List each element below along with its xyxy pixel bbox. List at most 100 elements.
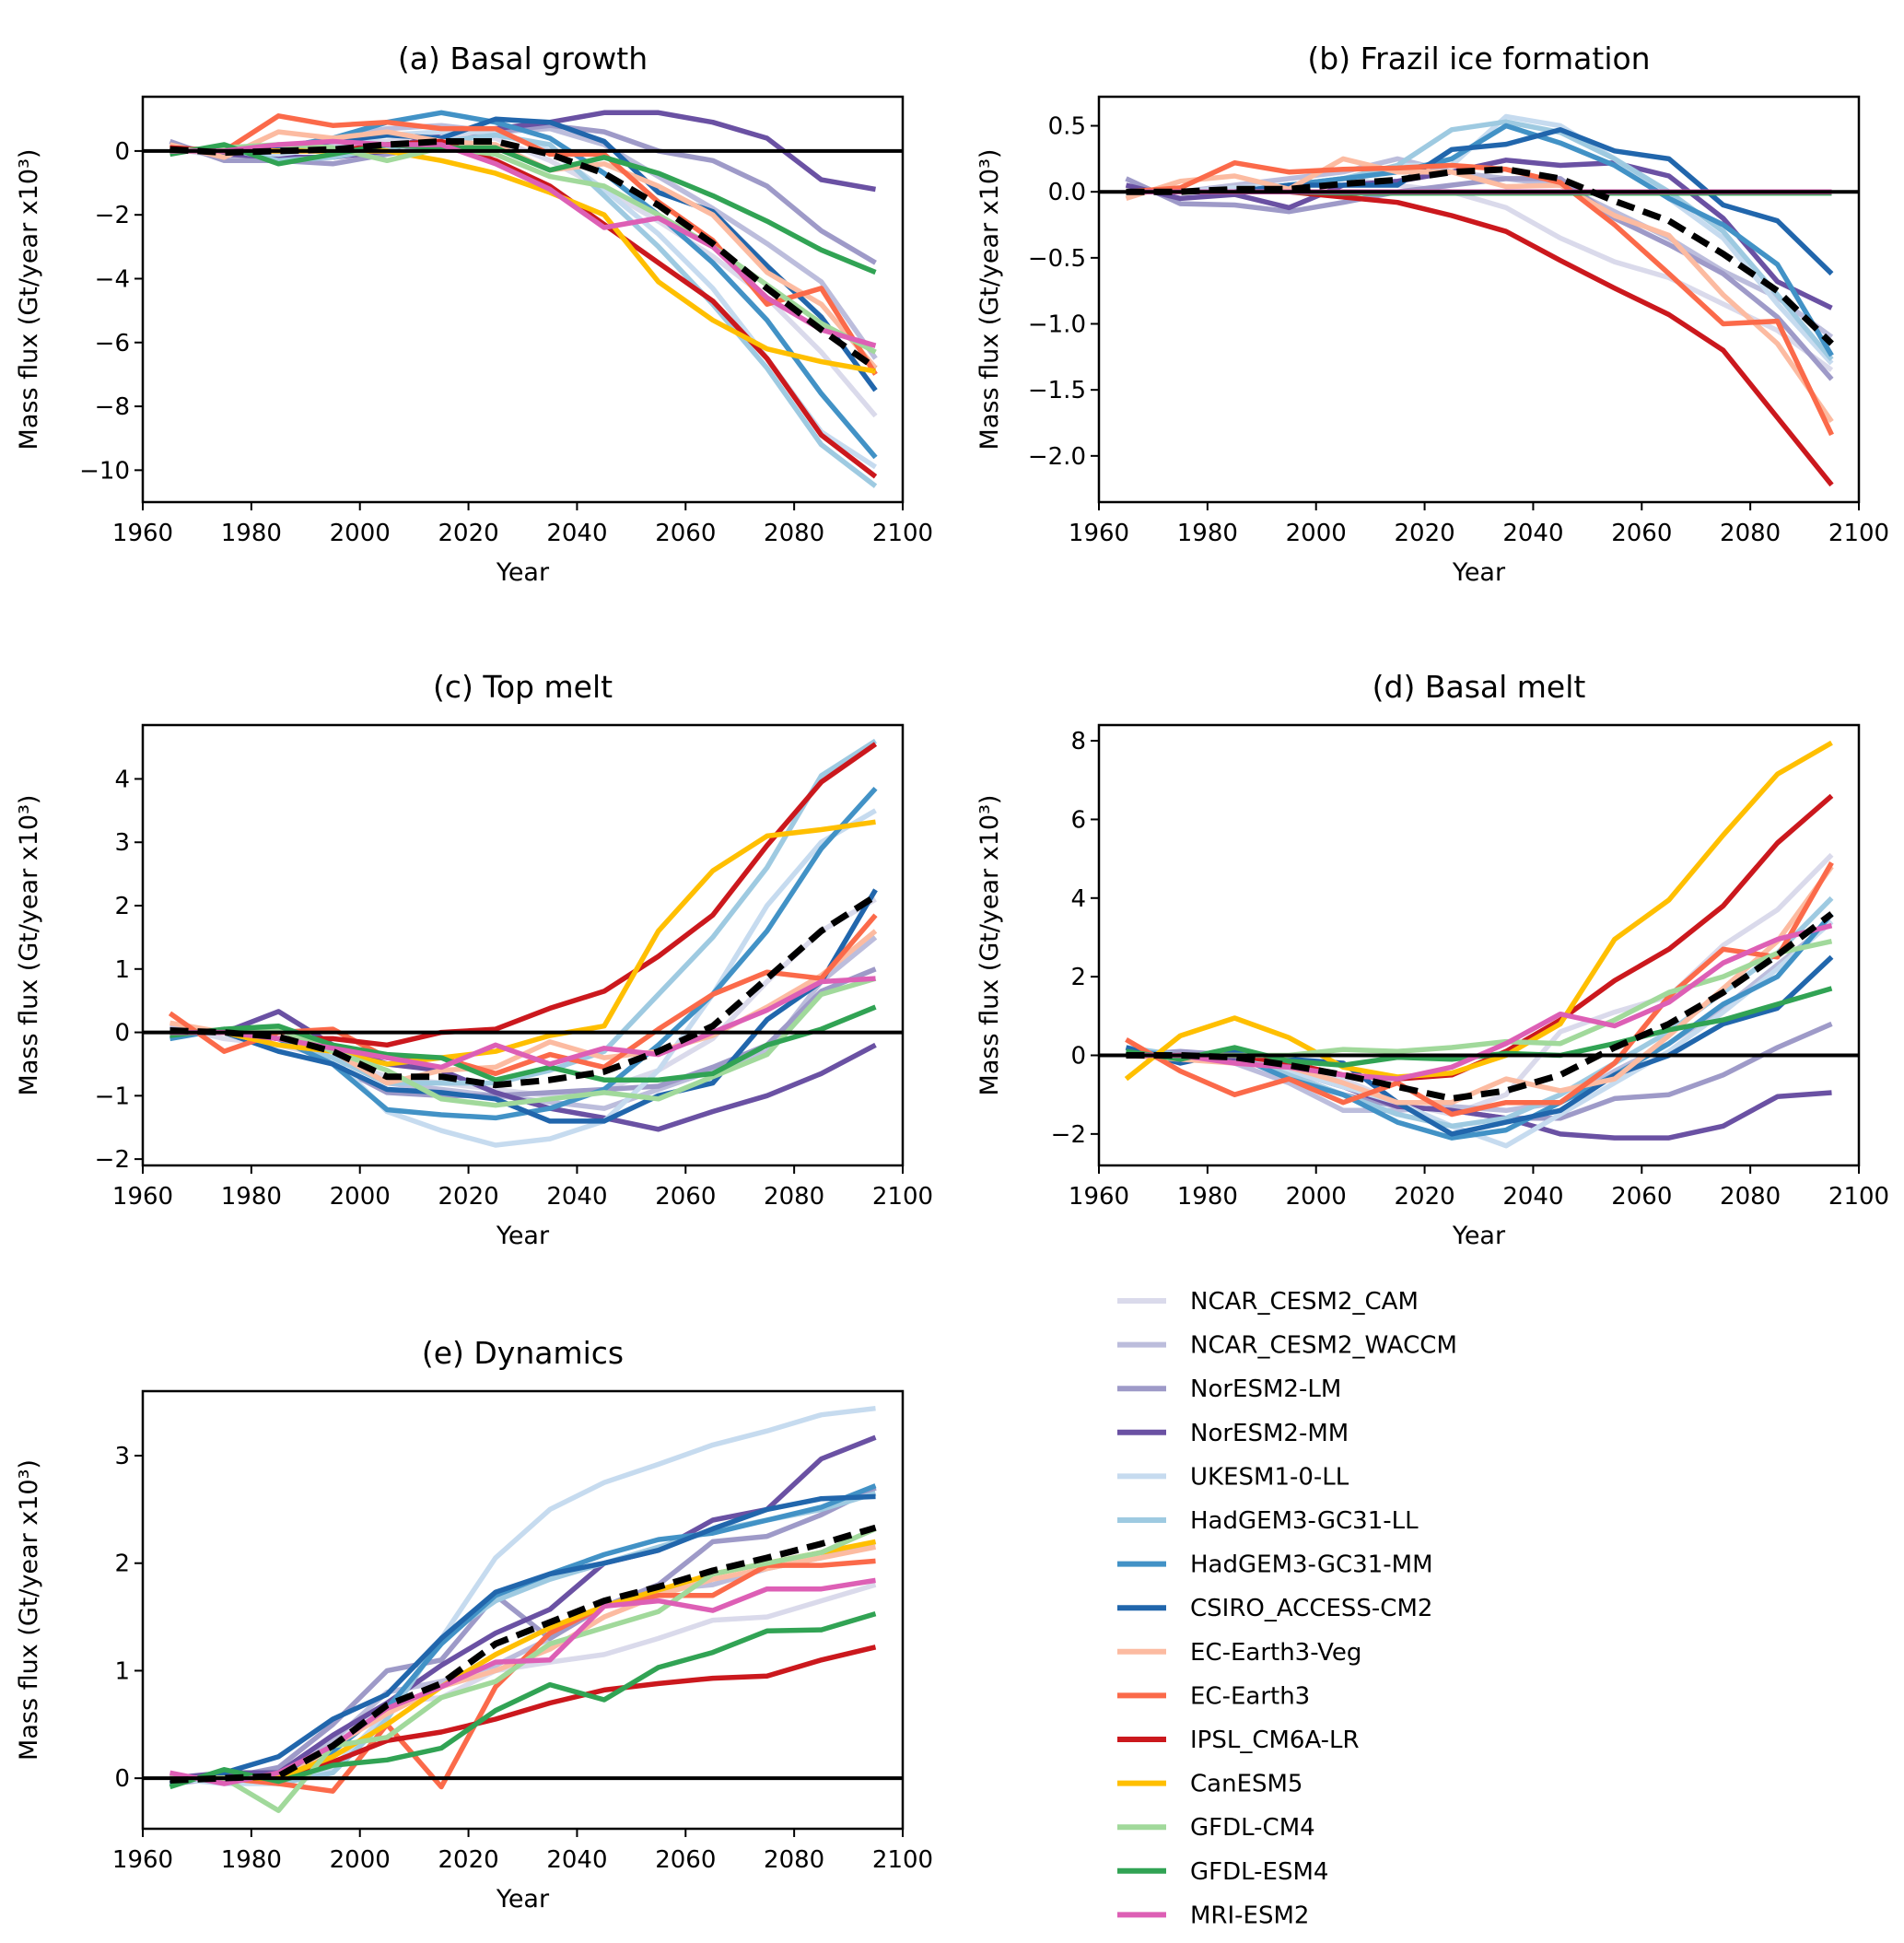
- x-tick-label: 1980: [221, 1846, 282, 1874]
- x-tick-label: 2080: [764, 520, 824, 547]
- x-tick-label: 2020: [438, 1183, 498, 1211]
- x-tick-label: 2080: [764, 1183, 824, 1211]
- series-line-ec-earth3-veg: [1125, 156, 1834, 424]
- x-tick-label: 2040: [546, 1183, 607, 1211]
- series-line-ec-earth3: [1126, 159, 1834, 437]
- x-tick-label: 1980: [1177, 1183, 1238, 1211]
- series-line-gfdl-esm4: [169, 142, 877, 275]
- x-tick-label: 2080: [764, 1846, 824, 1874]
- x-tick-label: 2080: [1720, 1183, 1781, 1211]
- y-tick-label: 2: [114, 1551, 130, 1578]
- series-group: [168, 738, 878, 1148]
- plot-frame: [1097, 723, 1861, 1167]
- x-tick-label: 2000: [330, 520, 391, 547]
- x-tick-label: 2100: [1828, 520, 1889, 547]
- plot-frame: [141, 723, 905, 1167]
- series-line-ncar-cesm2-waccm: [1126, 156, 1834, 340]
- x-tick-label: 2040: [546, 1846, 607, 1874]
- legend-item: HadGEM3-GC31-MM: [1117, 1551, 1433, 1579]
- plot-frame: [141, 95, 905, 504]
- panel-b: (b) Frazil ice formation 1960 1980 2000 2020…: [975, 41, 1889, 587]
- x-tick-label: 2000: [1286, 520, 1347, 547]
- series-line-ec-earth3: [169, 113, 878, 376]
- x-tick-label: 2100: [1828, 1183, 1889, 1211]
- x-tick-label: 2040: [546, 520, 607, 547]
- panel-c: (c) Top melt 1960 1980 2000 2020 2040 2060 2080…: [15, 669, 933, 1250]
- legend-item: EC-Earth3: [1117, 1682, 1310, 1710]
- y-tick-label: 0.0: [1048, 179, 1086, 206]
- y-tick-label: −2: [1051, 1121, 1086, 1149]
- panel-title: (c) Top melt: [433, 669, 613, 705]
- legend-label: CanESM5: [1190, 1771, 1302, 1798]
- x-tick-label: 2020: [1394, 520, 1454, 547]
- y-tick-label: −1: [95, 1083, 130, 1110]
- legend-item: NorESM2-LM: [1117, 1375, 1341, 1403]
- series-line-gfdl-cm4: [1126, 939, 1833, 1059]
- y-tick-label: 2: [114, 893, 130, 920]
- series-group: [169, 1405, 877, 1813]
- legend-label: CSIRO_ACCESS-CM2: [1190, 1595, 1432, 1622]
- legend-item: NCAR_CESM2_WACCM: [1117, 1332, 1457, 1360]
- y-axis-label: Mass flux (Gt/year x10³): [975, 149, 1004, 451]
- series-line-csiro-access-cm2: [169, 888, 878, 1124]
- legend: NCAR_CESM2_CAM NCAR_CESM2_WACCM NorESM2-LM…: [1117, 1288, 1457, 1929]
- y-tick-label: 8: [1070, 728, 1086, 755]
- series-line-gfdl-esm4: [169, 1004, 877, 1083]
- legend-item: IPSL_CM6A-LR: [1117, 1726, 1360, 1754]
- x-tick-label: 2020: [438, 1846, 498, 1874]
- y-axis-label: Mass flux (Gt/year x10³): [975, 795, 1004, 1096]
- legend-label: NorESM2-MM: [1190, 1420, 1349, 1447]
- y-tick-label: −4: [95, 265, 130, 293]
- y-tick-label: 4: [1070, 885, 1086, 913]
- panel-title: (b) Frazil ice formation: [1307, 41, 1650, 76]
- x-tick-label: 2040: [1502, 1183, 1563, 1211]
- x-tick-label: 2000: [1286, 1183, 1347, 1211]
- series-line-noresm2-mm: [169, 1434, 877, 1781]
- legend-item: EC-Earth3-Veg: [1117, 1639, 1361, 1667]
- legend-item: UKESM1-0-LL: [1117, 1463, 1349, 1491]
- legend-label: HadGEM3-GC31-MM: [1190, 1551, 1433, 1579]
- series-line-ukesm1-0-ll: [169, 1405, 876, 1786]
- x-tick-label: 2060: [1611, 520, 1672, 547]
- series-line-noresm2-lm: [1125, 176, 1834, 381]
- panel-e: (e) Dynamics 1960 1980 2000 2020 2040 2060 2080…: [15, 1335, 933, 1914]
- y-tick-label: 3: [114, 829, 130, 857]
- x-tick-label: 2020: [438, 520, 498, 547]
- x-tick-label: 2040: [1502, 520, 1563, 547]
- x-tick-label: 1980: [221, 1183, 282, 1211]
- legend-label: NCAR_CESM2_CAM: [1190, 1288, 1419, 1316]
- legend-label: EC-Earth3-Veg: [1190, 1639, 1361, 1667]
- series-line-canesm5: [1124, 740, 1833, 1082]
- x-tick-label: 1960: [112, 1846, 173, 1874]
- y-tick-label: 0: [114, 138, 130, 166]
- x-tick-label: 2060: [1611, 1183, 1672, 1211]
- x-axis-label: Year: [496, 1885, 550, 1914]
- y-tick-label: −1.5: [1028, 377, 1086, 404]
- y-tick-label: 3: [114, 1443, 130, 1470]
- mean-line: [169, 1524, 877, 1784]
- x-axis-label: Year: [496, 1222, 550, 1250]
- y-tick-label: −8: [95, 393, 130, 421]
- y-tick-label: 0: [1070, 1043, 1086, 1071]
- x-tick-label: 2080: [1720, 520, 1781, 547]
- x-axis-label: Year: [1452, 558, 1506, 587]
- series-line-csiro-access-cm2: [1125, 954, 1834, 1137]
- panel-a: (a) Basal growth 1960 1980 2000 2020 2040 2060…: [15, 41, 933, 587]
- y-tick-label: −2.0: [1028, 443, 1086, 471]
- legend-item: HadGEM3-GC31-LL: [1117, 1507, 1419, 1535]
- x-tick-label: 2060: [655, 520, 716, 547]
- x-tick-label: 2060: [655, 1183, 716, 1211]
- legend-item: NorESM2-MM: [1117, 1420, 1349, 1447]
- x-tick-label: 1980: [221, 520, 282, 547]
- legend-item: GFDL-CM4: [1117, 1814, 1315, 1842]
- legend-item: NCAR_CESM2_CAM: [1117, 1288, 1419, 1316]
- y-axis-label: Mass flux (Gt/year x10³): [15, 149, 43, 451]
- y-tick-label: 6: [1070, 806, 1086, 834]
- plot-frame: [1097, 95, 1861, 504]
- x-tick-label: 2100: [872, 520, 933, 547]
- panel-title: (d) Basal melt: [1373, 669, 1586, 705]
- legend-label: GFDL-CM4: [1190, 1814, 1315, 1842]
- x-tick-label: 2000: [330, 1846, 391, 1874]
- series-group: [1124, 740, 1834, 1149]
